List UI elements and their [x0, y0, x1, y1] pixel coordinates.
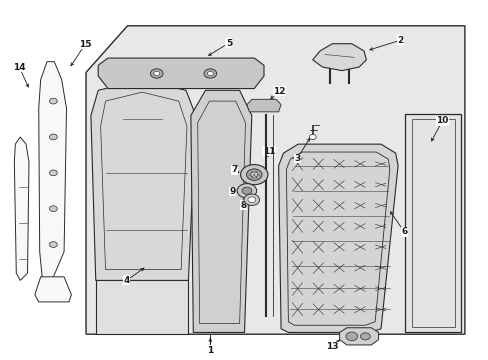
Circle shape — [207, 71, 213, 76]
Polygon shape — [312, 44, 366, 71]
Text: 10: 10 — [435, 116, 448, 125]
Circle shape — [49, 170, 57, 176]
Polygon shape — [39, 62, 66, 280]
Circle shape — [154, 71, 159, 76]
Text: 5: 5 — [225, 39, 231, 48]
Text: 15: 15 — [79, 40, 91, 49]
Circle shape — [203, 69, 216, 78]
Polygon shape — [91, 80, 195, 280]
Polygon shape — [98, 58, 264, 89]
Text: 14: 14 — [13, 63, 25, 72]
Circle shape — [250, 172, 257, 177]
Circle shape — [49, 134, 57, 140]
Text: 11: 11 — [262, 147, 275, 156]
Polygon shape — [405, 114, 461, 332]
Polygon shape — [278, 144, 397, 332]
Text: 12: 12 — [273, 86, 285, 95]
Text: 13: 13 — [325, 342, 338, 351]
Circle shape — [49, 98, 57, 104]
Circle shape — [240, 165, 267, 185]
Circle shape — [345, 332, 357, 341]
Polygon shape — [86, 26, 464, 334]
Circle shape — [242, 187, 251, 194]
Text: 2: 2 — [397, 36, 403, 45]
Text: 3: 3 — [293, 154, 300, 163]
Polygon shape — [339, 328, 378, 345]
Circle shape — [309, 134, 316, 139]
Text: 7: 7 — [231, 166, 238, 175]
Circle shape — [360, 333, 369, 340]
Text: 9: 9 — [229, 187, 235, 196]
Circle shape — [237, 184, 256, 198]
Polygon shape — [246, 99, 281, 112]
Polygon shape — [14, 137, 29, 280]
Polygon shape — [96, 280, 188, 334]
Circle shape — [49, 242, 57, 247]
Circle shape — [246, 169, 262, 180]
Text: 4: 4 — [123, 276, 129, 285]
Text: 8: 8 — [240, 201, 246, 210]
Polygon shape — [35, 277, 71, 302]
Circle shape — [244, 194, 259, 206]
Text: 1: 1 — [207, 346, 213, 355]
Circle shape — [150, 69, 163, 78]
Polygon shape — [190, 90, 251, 332]
Circle shape — [247, 197, 255, 203]
Circle shape — [49, 206, 57, 212]
Text: 6: 6 — [401, 228, 407, 237]
